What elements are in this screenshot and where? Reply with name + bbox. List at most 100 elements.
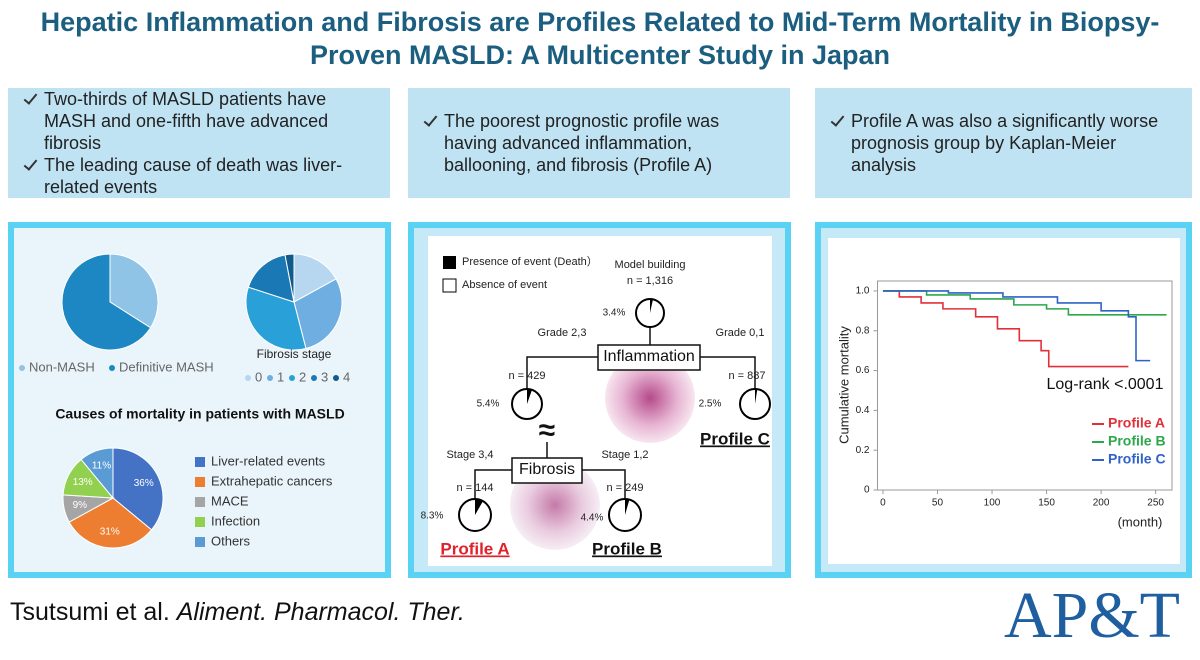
x-tick-label: 150 (1038, 498, 1055, 509)
legend-label: 2 (299, 369, 306, 384)
legend-label: Definitive MASH (119, 359, 214, 374)
y-tick-label: 1.0 (856, 286, 870, 297)
legend-marker (311, 375, 317, 381)
legend-label: 1 (277, 369, 284, 384)
x-axis-label: (month) (1118, 514, 1163, 529)
pie-slice (80, 447, 114, 500)
authors: Tsutsumi et al. (10, 598, 170, 626)
node-n: n = 1,316 (627, 275, 673, 287)
pie-slice (68, 497, 153, 549)
logo: AP&T (1003, 579, 1180, 652)
bullet: The leading cause of death was liver-rel… (22, 154, 376, 198)
legend-label: Profile B (1108, 433, 1166, 449)
event-rate-label: 4.4% (581, 513, 604, 524)
event-pie-slice (755, 389, 758, 404)
profile-label: Profile A (440, 539, 509, 558)
legend-marker (443, 256, 456, 269)
legend-label: Profile A (1108, 415, 1165, 431)
legend-label: 0 (255, 369, 262, 384)
node-n: n = 144 (456, 482, 493, 494)
y-tick-label: 0 (864, 485, 870, 496)
km-curve (882, 290, 1167, 316)
approx-symbol: ≈ (539, 414, 555, 447)
data-label: 9% (73, 500, 88, 511)
legend-marker (245, 375, 251, 381)
pie-slice (284, 253, 295, 303)
y-axis-label: Cumulative mortality (836, 326, 851, 444)
x-tick-label: 100 (984, 498, 1001, 509)
profile-label: Profile C (700, 429, 770, 448)
pie-slice (247, 254, 295, 303)
event-rate-label: 2.5% (699, 399, 722, 410)
y-tick-label: 0.6 (856, 365, 870, 376)
bullet: Profile A was also a significantly worse… (829, 110, 1178, 176)
journal: Aliment. Pharmacol. Ther. (176, 598, 465, 626)
x-tick-label: 50 (932, 498, 944, 509)
pie-slice (61, 253, 152, 351)
legend-label: Others (211, 533, 251, 548)
legend-marker (195, 477, 205, 487)
chart-title: Causes of mortality in patients with MAS… (55, 406, 344, 422)
bullet-text: The poorest prognostic profile was havin… (444, 111, 720, 175)
node-title: Model building (615, 259, 686, 271)
pie-slice (112, 447, 164, 531)
legend-marker (19, 365, 25, 371)
node-n: n = 887 (728, 370, 765, 382)
bullet: Two-thirds of MASLD patients have MASH a… (22, 88, 376, 154)
branch-label: Stage 1,2 (601, 449, 648, 461)
bullet-text: Two-thirds of MASLD patients have MASH a… (44, 89, 329, 153)
check-icon (23, 156, 38, 171)
title: Hepatic Inflammation and Fibrosis are Pr… (40, 7, 1160, 70)
event-pie-slice (650, 299, 653, 313)
legend-label: Extrahepatic cancers (211, 473, 333, 488)
data-label: 11% (92, 461, 111, 472)
pie-slice (293, 278, 343, 350)
event-rate-label: 5.4% (477, 399, 500, 410)
branch-label: Grade 0,1 (716, 327, 765, 339)
legend-label: Absence of event (462, 279, 547, 291)
bullet-text: The leading cause of death was liver-rel… (44, 155, 343, 197)
annotation: Log-rank <.0001 (1047, 376, 1164, 393)
y-tick-label: 0.8 (856, 325, 870, 336)
split-label: Inflammation (603, 348, 695, 365)
bullet-text: Profile A was also a significantly worse… (851, 111, 1159, 175)
km-curve (882, 290, 1129, 368)
legend-label: Presence of event (Death） (462, 255, 598, 268)
plot-frame (877, 280, 1173, 491)
node-n: n = 429 (508, 370, 545, 382)
bullet: The poorest prognostic profile was havin… (422, 110, 776, 176)
legend-label: 4 (343, 369, 350, 384)
legend-marker (442, 278, 457, 293)
split-box (511, 457, 583, 484)
x-tick-label: 0 (880, 498, 886, 509)
event-rate-label: 8.3% (421, 511, 444, 522)
split-label: Fibrosis (519, 461, 575, 478)
data-label: 31% (100, 526, 120, 537)
legend-label: 3 (321, 369, 328, 384)
summary-box: Profile A was also a significantly worse… (815, 88, 1192, 198)
legend-marker (109, 365, 115, 371)
histology-image (605, 353, 695, 443)
legend-marker (289, 375, 295, 381)
event-pie-slice (527, 389, 532, 404)
pie-slice (245, 286, 307, 351)
legend-label: Profile C (1108, 451, 1166, 467)
y-tick-label: 0.4 (856, 405, 870, 416)
legend-marker (195, 497, 205, 507)
summary-box: The poorest prognostic profile was havin… (408, 88, 790, 198)
check-icon (23, 90, 38, 105)
x-tick-label: 200 (1093, 498, 1110, 509)
legend-label: Liver-related events (211, 453, 326, 468)
legend-marker (195, 457, 205, 467)
event-pie-slice (475, 499, 483, 515)
pie-slice (293, 253, 337, 303)
y-tick-label: 0.2 (856, 445, 870, 456)
citation: Tsutsumi et al. Aliment. Pharmacol. Ther… (10, 598, 465, 627)
branch-label: Stage 3,4 (446, 449, 493, 461)
tree-lines (474, 327, 756, 498)
check-icon (830, 112, 845, 127)
legend-marker (195, 537, 205, 547)
summary-box: Two-thirds of MASLD patients have MASH a… (8, 88, 390, 198)
